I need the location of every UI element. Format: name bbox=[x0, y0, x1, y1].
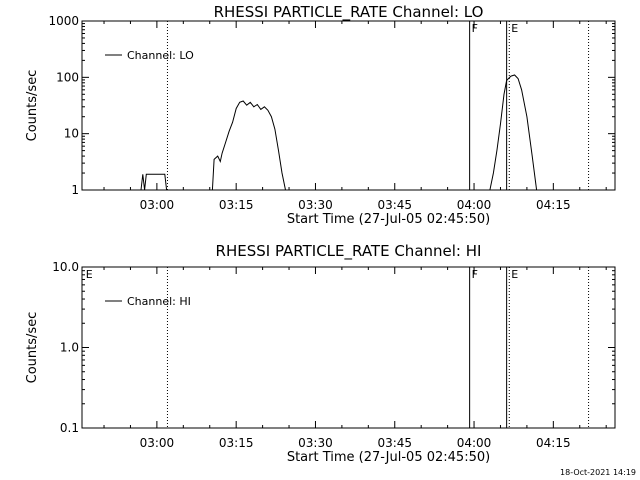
y-axis-label: Counts/sec bbox=[25, 312, 40, 384]
marker-label: E bbox=[86, 268, 93, 281]
plot-frame bbox=[81, 20, 616, 191]
y-tick-label: 10.0 bbox=[52, 260, 79, 274]
marker-label: F bbox=[472, 22, 478, 35]
x-tick-label: 03:15 bbox=[219, 198, 254, 212]
x-axis-label: Start Time (27-Jul-05 02:45:50) bbox=[287, 450, 490, 465]
series-line bbox=[140, 100, 286, 191]
chart-title: RHESSI PARTICLE_RATE Channel: LO bbox=[214, 3, 484, 22]
y-tick-label: 0.1 bbox=[60, 421, 79, 435]
x-tick-label: 03:00 bbox=[140, 436, 175, 450]
plot-frame bbox=[81, 266, 616, 429]
x-tick-label: 04:00 bbox=[457, 198, 492, 212]
marker-label: F bbox=[472, 268, 478, 281]
y-tick-label: 100 bbox=[56, 70, 79, 84]
x-tick-label: 04:15 bbox=[536, 436, 571, 450]
x-tick-label: 04:15 bbox=[536, 198, 571, 212]
x-tick-label: 03:45 bbox=[377, 436, 412, 450]
x-tick-label: 03:00 bbox=[140, 198, 175, 212]
marker-label: E bbox=[511, 268, 518, 281]
x-tick-label: 03:30 bbox=[298, 198, 333, 212]
x-tick-label: 03:30 bbox=[298, 436, 333, 450]
x-tick-label: 03:45 bbox=[377, 198, 412, 212]
footer-timestamp: 18-Oct-2021 14:19 bbox=[560, 468, 636, 477]
series-line bbox=[489, 74, 538, 191]
y-tick-label: 1 bbox=[71, 183, 79, 197]
legend-label: Channel: LO bbox=[127, 49, 194, 62]
y-tick-label: 1000 bbox=[48, 14, 79, 28]
panel-lo: RHESSI PARTICLE_RATE Channel: LO 1 10 100 10… bbox=[25, 3, 616, 227]
legend-label: Channel: HI bbox=[127, 295, 191, 308]
x-tick-label: 03:15 bbox=[219, 436, 254, 450]
marker-label: E bbox=[511, 22, 518, 35]
y-tick-label: 1.0 bbox=[60, 341, 79, 355]
y-axis-label: Counts/sec bbox=[25, 70, 40, 142]
panel-hi: RHESSI PARTICLE_RATE Channel: HI 0.1 1.0 10… bbox=[25, 242, 616, 465]
chart-title: RHESSI PARTICLE_RATE Channel: HI bbox=[216, 242, 482, 261]
x-axis-label: Start Time (27-Jul-05 02:45:50) bbox=[287, 212, 490, 227]
y-tick-label: 10 bbox=[64, 127, 79, 141]
x-tick-label: 04:00 bbox=[457, 436, 492, 450]
